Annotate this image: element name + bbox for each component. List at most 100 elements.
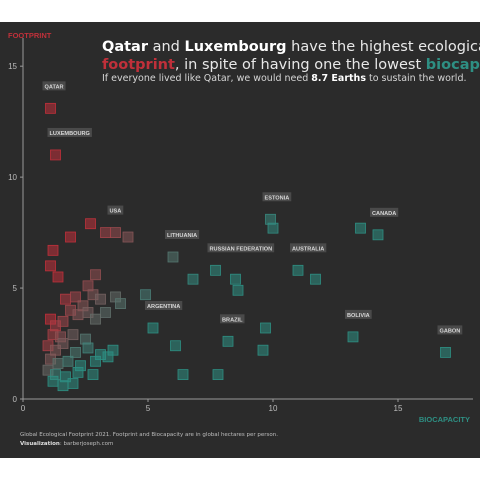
data-point <box>100 227 111 238</box>
data-point <box>140 289 151 301</box>
data-point <box>45 260 56 272</box>
y-tick-label: 5 <box>13 284 18 293</box>
data-point <box>90 355 101 367</box>
scatter-chart: 0 5 10 15 0 5 10 15 QATAR LUXEMBOURG USA ESTONIA CA… <box>8 31 473 424</box>
point-label-bg <box>42 81 66 91</box>
point-label-text: RUSSIAN FEDERATION <box>210 246 273 252</box>
data-point <box>110 227 121 238</box>
data-point <box>440 347 451 358</box>
data-point <box>170 340 181 352</box>
point-label: LITHUANIA <box>165 230 200 239</box>
title-have: have the highest ecological <box>286 39 480 55</box>
point-label-bg <box>290 243 327 253</box>
data-point <box>67 329 79 341</box>
data-point <box>122 231 134 243</box>
point-label-bg <box>107 205 124 215</box>
point-label-bg <box>165 230 200 239</box>
data-point <box>310 273 321 285</box>
point-label: BRAZIL <box>220 314 245 324</box>
data-point <box>347 331 359 343</box>
data-point <box>70 347 81 358</box>
caption-source: Global Ecological Footprint 2021. Footpr… <box>20 432 278 438</box>
data-point <box>87 369 99 380</box>
data-point <box>257 344 269 356</box>
data-point <box>260 322 271 334</box>
data-point <box>72 366 84 378</box>
x-tick-label: 0 <box>21 404 26 413</box>
point-label-bg <box>145 301 183 310</box>
point-label: GABON <box>437 325 463 335</box>
caption: Global Ecological Footprint 2021. Footpr… <box>20 431 278 449</box>
data-point <box>67 378 79 389</box>
x-tick-label: 10 <box>269 404 278 413</box>
chart-title: Qatar and Luxembourg have the highest ec… <box>102 38 480 74</box>
data-point <box>115 298 126 309</box>
subtitle-part-3: to sustain the world. <box>365 73 467 84</box>
title-line-2: footprint, in spite of having one the lo… <box>102 56 480 74</box>
caption-viz-label: Visualization <box>20 441 60 447</box>
caption-viz-value: : barberjoseph.com <box>59 441 114 447</box>
y-tick-label: 10 <box>8 173 17 182</box>
data-point <box>167 251 179 263</box>
data-point <box>62 355 74 367</box>
data-point <box>222 335 234 347</box>
title-biocapacity: biocapacity <box>425 57 480 73</box>
data-point <box>267 222 279 234</box>
point-label: ESTONIA <box>262 192 292 202</box>
data-point <box>292 264 304 276</box>
point-label: RUSSIAN FEDERATION <box>207 243 275 253</box>
y-tick-label: 0 <box>13 395 18 404</box>
data-point <box>102 351 114 363</box>
title-qatar: Qatar <box>102 39 148 55</box>
y-axis-label: FOOTPRINT <box>8 31 52 40</box>
data-point <box>65 231 76 243</box>
point-label-text: ESTONIA <box>265 195 290 201</box>
data-point <box>57 315 69 327</box>
point-label-text: BRAZIL <box>222 317 243 323</box>
point-label-bg <box>262 192 292 202</box>
axes-layer: 0 5 10 15 0 5 10 15 <box>8 38 473 413</box>
data-point <box>57 380 69 392</box>
title-line-1: Qatar and Luxembourg have the highest ec… <box>102 38 480 56</box>
data-point <box>355 222 366 234</box>
points-layer <box>42 102 451 392</box>
point-label-text: AUSTRALIA <box>292 246 324 252</box>
title-footprint: footprint <box>102 57 175 73</box>
point-label-bg <box>47 127 92 137</box>
point-label-bg <box>437 325 463 335</box>
point-label: CANADA <box>370 207 399 217</box>
data-point <box>147 322 159 334</box>
data-point <box>52 271 64 283</box>
data-point <box>90 313 101 325</box>
title-luxembourg: Luxembourg <box>184 39 287 55</box>
x-tick-label: 15 <box>394 404 403 413</box>
point-label-bg <box>207 243 275 253</box>
point-label-text: GABON <box>440 328 461 334</box>
point-label: AUSTRALIA <box>290 243 327 253</box>
point-label-text: QATAR <box>45 84 64 90</box>
data-point <box>72 309 84 321</box>
data-point <box>85 218 96 230</box>
x-tick-label: 5 <box>146 404 151 413</box>
point-label-bg <box>370 207 399 217</box>
data-point <box>82 342 94 354</box>
data-point <box>70 291 81 303</box>
point-label-text: LITHUANIA <box>167 233 197 239</box>
data-point <box>100 307 111 318</box>
data-point <box>232 284 244 296</box>
point-label-text: CANADA <box>372 211 396 217</box>
data-point <box>230 273 241 285</box>
point-label-text: LUXEMBOURG <box>50 131 90 137</box>
chart-panel: 0 5 10 15 0 5 10 15 QATAR LUXEMBOURG USA ESTONIA CA… <box>0 22 480 458</box>
point-label: ARGENTINA <box>145 301 183 310</box>
data-point <box>47 375 59 387</box>
point-label-text: USA <box>110 209 122 215</box>
data-point <box>210 264 221 276</box>
point-label-text: ARGENTINA <box>147 304 180 310</box>
point-label-bg <box>220 314 245 324</box>
title-inspite: , in spite of having one the lowest <box>174 57 426 73</box>
data-point <box>90 269 101 281</box>
data-point <box>60 293 71 305</box>
data-point <box>177 369 189 380</box>
point-label: USA <box>107 205 124 215</box>
